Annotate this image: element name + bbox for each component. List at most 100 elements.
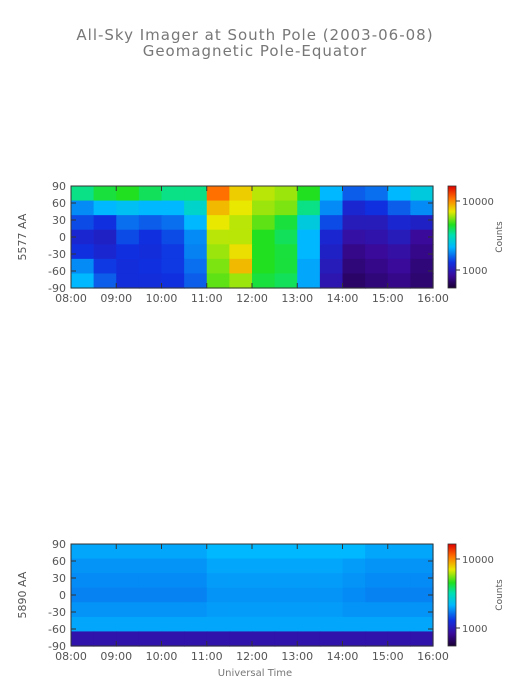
heatmap-cell	[365, 244, 389, 260]
heatmap-cell	[252, 258, 276, 275]
heatmap-cell	[116, 602, 140, 618]
heatmap-cell	[297, 558, 321, 574]
heatmap-cell	[319, 631, 344, 647]
heatmap-cell	[252, 273, 276, 289]
colorbar-label: Counts	[495, 579, 505, 611]
heatmap-cell	[319, 273, 344, 289]
heatmap-cell	[387, 273, 411, 289]
heatmap-cell	[410, 229, 434, 245]
heatmap-cell	[138, 200, 163, 216]
x-tick-label: 09:00	[100, 292, 132, 305]
heatmap-cell	[274, 200, 298, 216]
y-tick-label: -30	[48, 248, 66, 261]
heatmap-cell	[138, 273, 163, 289]
heatmap-cell	[206, 258, 230, 275]
heatmap-cell	[387, 258, 411, 275]
heatmap-cell	[319, 573, 344, 589]
heatmap-cell	[184, 200, 208, 216]
heatmap-cell	[319, 558, 344, 574]
heatmap-cell	[184, 273, 208, 289]
heatmap-cell	[252, 229, 276, 245]
heatmap-cell	[274, 587, 298, 603]
x-tick-label: 14:00	[327, 292, 359, 305]
x-tick-label: 15:00	[372, 292, 404, 305]
heatmap-cell	[116, 186, 140, 202]
y-tick-label: 60	[52, 197, 66, 210]
heatmap-cell	[387, 544, 411, 560]
heatmap-cell	[71, 558, 95, 574]
heatmap-cell	[71, 631, 95, 647]
heatmap-cell	[365, 631, 389, 647]
heatmap-cell	[410, 200, 434, 216]
heatmap-cell	[274, 602, 298, 618]
x-tick-label: 16:00	[417, 650, 449, 663]
heatmap-cell	[206, 229, 230, 245]
heatmap-cell	[342, 573, 366, 589]
heatmap-cell	[161, 215, 185, 231]
heatmap-cell	[342, 558, 366, 574]
heatmap-cell	[229, 602, 253, 618]
heatmap-cell	[138, 573, 163, 589]
heatmap-cell	[206, 602, 230, 618]
heatmap-cell	[184, 544, 208, 560]
heatmap-cell	[71, 215, 95, 231]
heatmap-cell	[93, 602, 117, 618]
heatmap-cell	[206, 558, 230, 574]
heatmap-cell	[71, 616, 95, 633]
heatmap-cell	[297, 200, 321, 216]
heatmap-cell	[161, 631, 185, 647]
colorbar-tick-label: 1000	[462, 624, 487, 635]
heatmap-cell	[297, 587, 321, 603]
heatmap-cell	[184, 558, 208, 574]
heatmap-cell	[206, 616, 230, 633]
heatmap-cell	[138, 544, 163, 560]
heatmap-cell	[274, 273, 298, 289]
heatmap-cell	[229, 558, 253, 574]
heatmap-cell	[93, 573, 117, 589]
heatmap-cell	[71, 186, 95, 202]
heatmap-cell	[184, 573, 208, 589]
heatmap-cell	[252, 631, 276, 647]
heatmap-cell	[206, 186, 230, 202]
heatmap-cell	[319, 602, 344, 618]
heatmap-cell	[93, 587, 117, 603]
x-tick-label: 10:00	[146, 650, 178, 663]
heatmap-cell	[184, 616, 208, 633]
heatmap-cell	[161, 587, 185, 603]
y-axis-label: 5577 AA	[16, 213, 29, 260]
heatmap-cell	[387, 558, 411, 574]
heatmap-cell	[274, 616, 298, 633]
heatmap-cell	[365, 186, 389, 202]
heatmap-cell	[184, 631, 208, 647]
y-tick-label: 90	[52, 180, 66, 193]
heatmap-cell	[116, 587, 140, 603]
heatmap-cell	[184, 602, 208, 618]
x-tick-label: 13:00	[281, 650, 313, 663]
heatmap-cell	[229, 573, 253, 589]
colorbar-tick-label: 10000	[462, 197, 494, 208]
heatmap-cell	[319, 229, 344, 245]
heatmap-cell	[116, 273, 140, 289]
x-tick-label: 11:00	[191, 650, 223, 663]
heatmap-cell	[161, 544, 185, 560]
heatmap-cell	[365, 258, 389, 275]
y-tick-label: 30	[52, 214, 66, 227]
heatmap-cell	[138, 215, 163, 231]
heatmap-cell	[387, 602, 411, 618]
heatmap-cell	[161, 602, 185, 618]
heatmap-cell	[410, 215, 434, 231]
heatmap-cell	[319, 544, 344, 560]
heatmap-cell	[184, 186, 208, 202]
heatmap-cell	[138, 602, 163, 618]
heatmap-cell	[365, 544, 389, 560]
y-tick-label: -90	[48, 282, 66, 295]
x-tick-label: 12:00	[236, 650, 268, 663]
heatmap-cell	[93, 616, 117, 633]
heatmap-cell	[161, 616, 185, 633]
heatmap-cell	[252, 544, 276, 560]
heatmap-cell	[252, 587, 276, 603]
heatmap-cell	[365, 602, 389, 618]
y-tick-label: -90	[48, 640, 66, 653]
heatmap-cell	[410, 631, 434, 647]
